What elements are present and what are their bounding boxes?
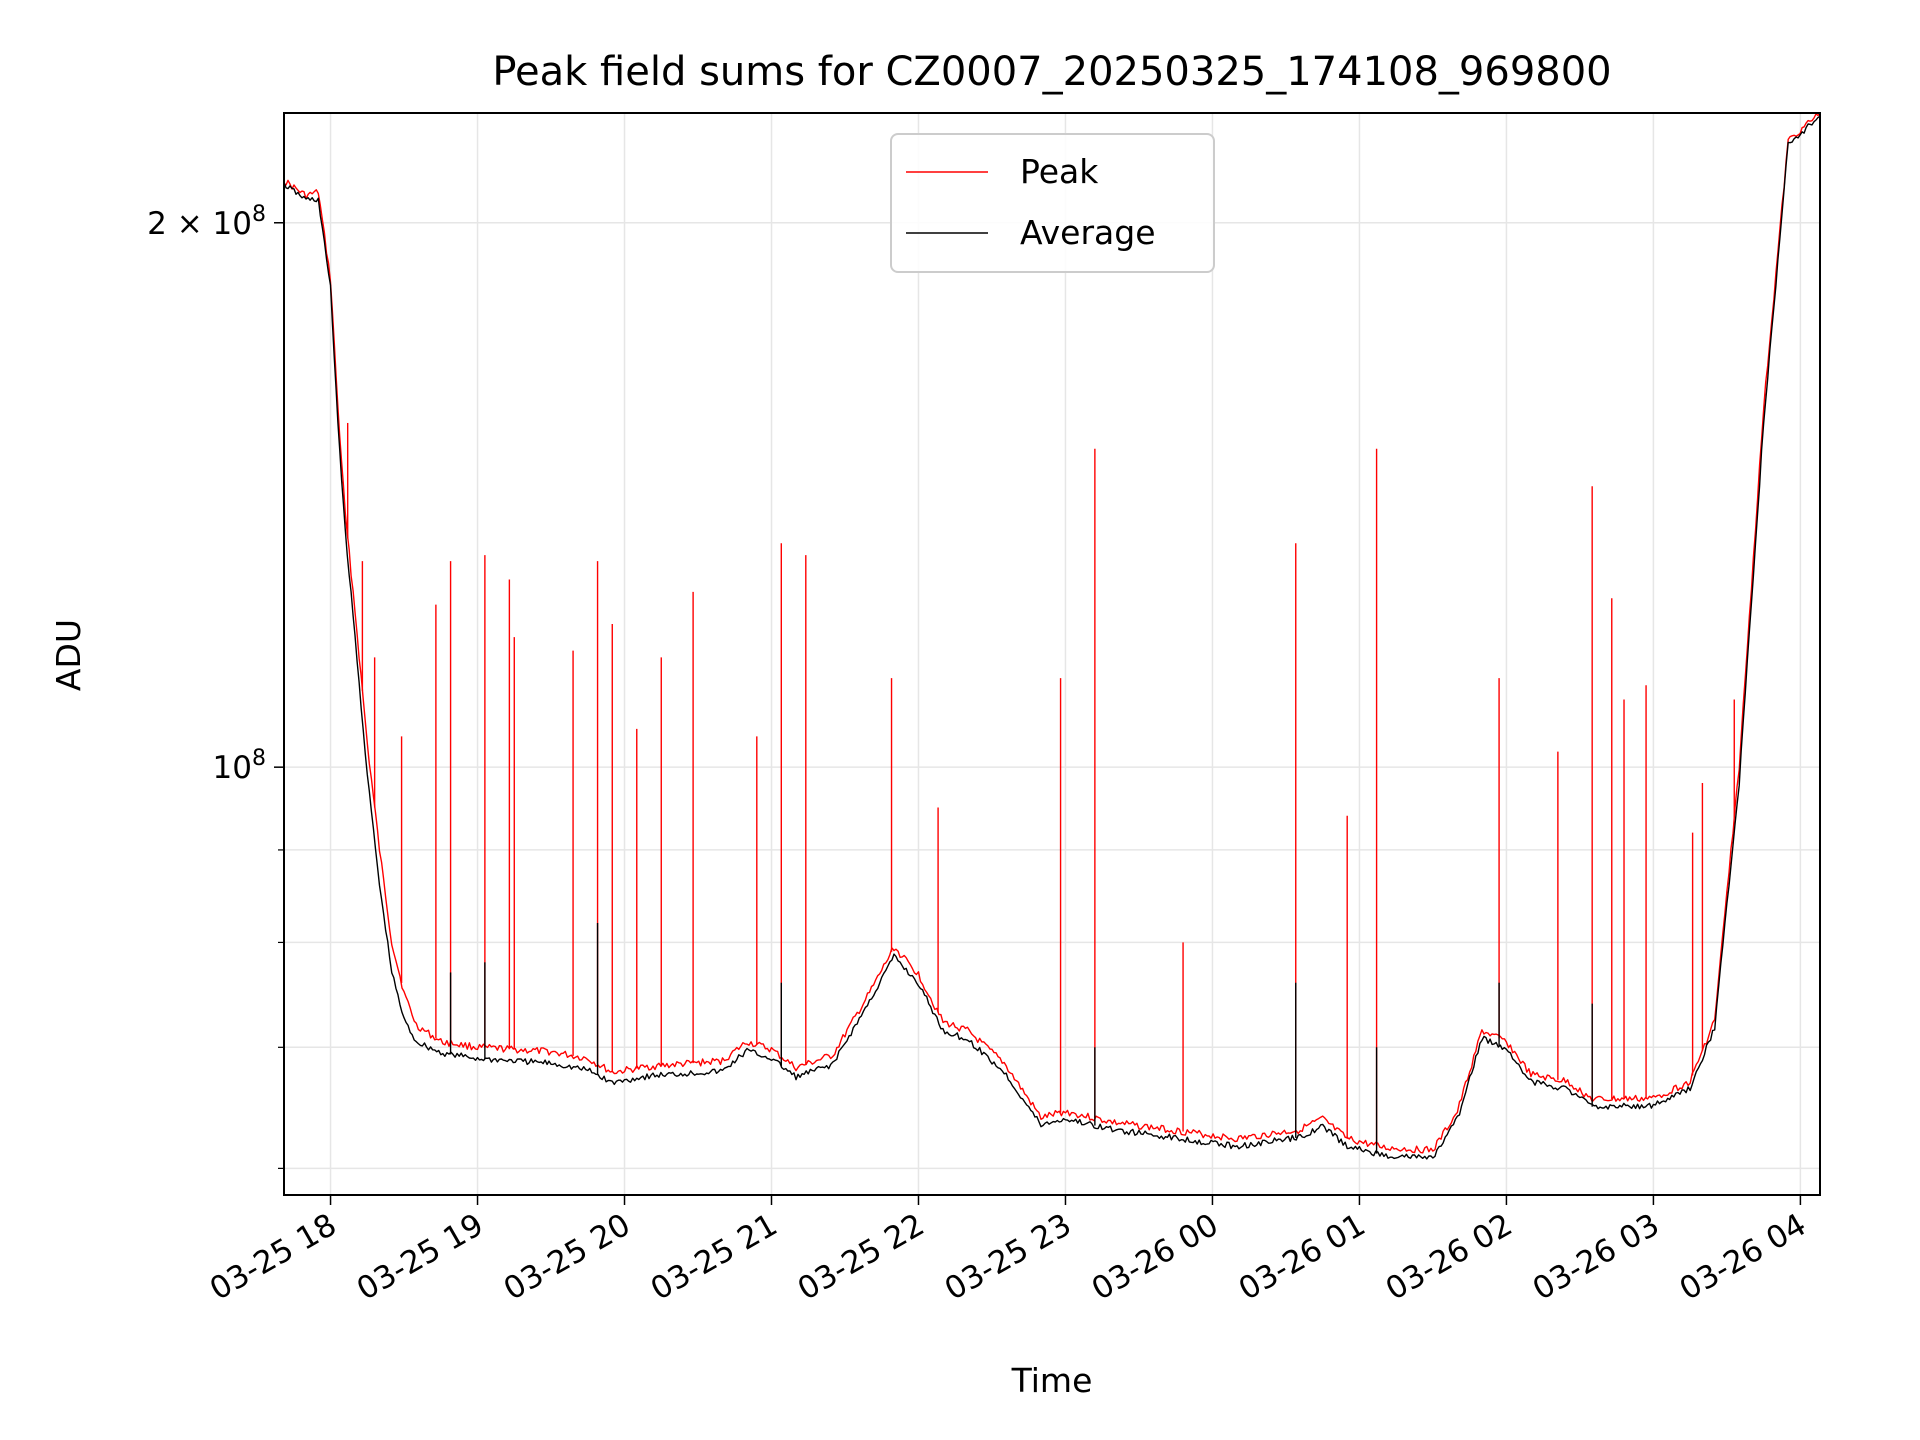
legend-box: [890, 133, 1215, 273]
legend: Peak Average: [890, 133, 1215, 273]
series-line-peak: [284, 113, 1820, 1154]
legend-label-peak: Peak: [1020, 152, 1099, 191]
y-axis: 2 × 108 108: [147, 202, 284, 1169]
x-axis-label: Time: [1011, 1361, 1093, 1400]
y-tick-label: 2 × 108: [147, 202, 266, 242]
y-axis-label: ADU: [49, 619, 88, 691]
y-tick-label: 108: [213, 746, 266, 786]
plot-frame: [283, 112, 1821, 1196]
plot-lines: [284, 113, 1820, 1160]
legend-label-average: Average: [1020, 213, 1156, 252]
series-line-average: [284, 115, 1820, 1160]
chart-title: Peak field sums for CZ0007_20250325_1741…: [492, 49, 1611, 95]
series-average: [284, 115, 1820, 1160]
grid: [284, 113, 1820, 1195]
series-peak: [284, 113, 1820, 1154]
